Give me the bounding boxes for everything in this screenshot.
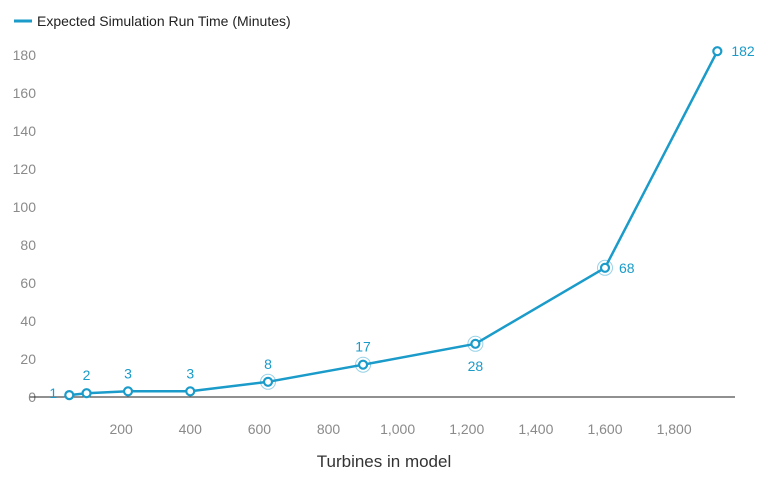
data-label: 182 xyxy=(731,43,755,59)
data-point-halo xyxy=(355,356,372,373)
series-line xyxy=(69,50,719,397)
x-tick-label: 200 xyxy=(109,421,133,437)
y-tick-label: 40 xyxy=(20,313,36,329)
data-label: 68 xyxy=(619,260,635,276)
y-tick-label: 180 xyxy=(13,47,37,63)
data-label: 1 xyxy=(49,385,57,401)
data-point-halo xyxy=(597,259,613,276)
legend: Expected Simulation Run Time (Minutes) xyxy=(14,13,291,29)
data-label: 3 xyxy=(124,365,132,381)
data-point[interactable] xyxy=(470,338,481,349)
x-tick-label: 1,000 xyxy=(380,421,415,437)
data-point-halo xyxy=(467,335,484,352)
y-tick-label: 80 xyxy=(20,237,36,253)
legend-label: Expected Simulation Run Time (Minutes) xyxy=(37,13,291,29)
data-label: 28 xyxy=(468,358,484,374)
y-tick-label: 100 xyxy=(13,199,37,215)
y-tick-label: 160 xyxy=(13,85,37,101)
x-tick-label: 1,400 xyxy=(518,421,553,437)
data-label: 8 xyxy=(264,356,272,372)
data-point[interactable] xyxy=(599,262,611,273)
data-point[interactable] xyxy=(122,386,134,397)
y-tick-label: 140 xyxy=(13,123,37,139)
data-label: 2 xyxy=(83,367,91,383)
data-point[interactable] xyxy=(357,359,369,370)
data-point[interactable] xyxy=(712,46,723,57)
x-tick-label: 1,200 xyxy=(449,421,484,437)
x-tick-label: 400 xyxy=(179,421,203,437)
data-label: 3 xyxy=(186,365,194,381)
x-tick-label: 800 xyxy=(317,421,341,437)
x-tick-label: 600 xyxy=(248,421,272,437)
x-tick-label: 1,800 xyxy=(657,421,692,437)
data-point[interactable] xyxy=(262,376,274,387)
data-point[interactable] xyxy=(81,388,92,399)
x-axis: 200 400 600 800 1,000 1,200 1,400 1,600 1,800 xyxy=(109,421,691,437)
y-tick-label: 20 xyxy=(20,351,36,367)
x-axis-title: Turbines in model xyxy=(317,452,452,471)
data-point-halo xyxy=(260,373,277,390)
series-group: 1 2 3 3 8 17 28 68 182 xyxy=(49,43,755,401)
x-tick-label: 1,600 xyxy=(587,421,622,437)
data-label: 17 xyxy=(355,339,371,355)
data-point[interactable] xyxy=(185,386,196,397)
y-tick-label: 120 xyxy=(13,161,37,177)
y-tick-label: 60 xyxy=(20,275,36,291)
data-point[interactable] xyxy=(64,390,75,401)
